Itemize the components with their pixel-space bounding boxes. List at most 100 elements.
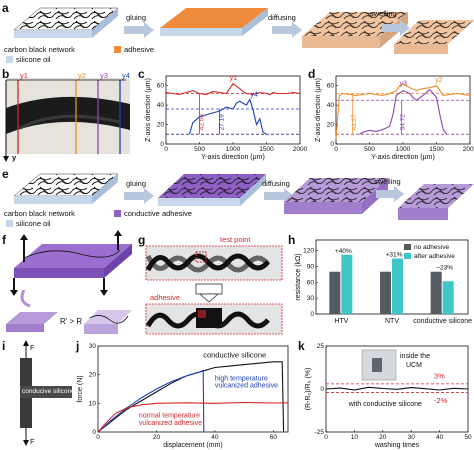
panel-label-h: h	[288, 233, 296, 247]
y-tick-label: 40	[327, 102, 335, 109]
annot-34-72: 34.72	[399, 114, 406, 131]
x-axis-label: Y-axis direction (μm)	[371, 154, 435, 161]
slab-e1	[13, 173, 119, 204]
slab-a1	[13, 7, 119, 38]
legend-adhesive-a: adhesive	[124, 45, 155, 54]
legend-conductive-adhesive-e: conductive adhesive	[124, 209, 192, 218]
y-axis-label: Z-axis direction (μm)	[315, 78, 322, 142]
panel-i: i F F silicone conducive silicone silico…	[0, 339, 75, 450]
label-y4: y4	[122, 71, 130, 80]
y-tick-label: 40	[157, 102, 165, 109]
label-y2: y2	[78, 71, 86, 80]
panel-label-j: j	[76, 339, 80, 353]
x-tick-label: 40	[436, 434, 444, 441]
panel-label-f: f	[2, 233, 6, 247]
x-tick-label: 0	[324, 434, 328, 441]
panel-a: a	[0, 0, 474, 68]
bar-htv-0	[329, 271, 341, 314]
category-label: conductive silicone	[413, 318, 472, 325]
adhesive-swatch	[114, 46, 121, 53]
layer-silicone-top: silicone	[36, 380, 58, 387]
panel-e: e glui	[0, 166, 474, 232]
label-y3: y3	[100, 71, 108, 80]
slab-a2	[160, 8, 268, 36]
annot-42-59: 42.59	[199, 114, 206, 131]
y-tick-label: 90	[307, 263, 315, 270]
curve-label-conductive: conductive silicone	[203, 350, 266, 359]
panel-label-b: b	[2, 67, 10, 81]
x-tick-label: 40	[211, 434, 219, 441]
label-test-point: test point	[220, 235, 251, 244]
x-tick-label: 1500	[429, 146, 444, 153]
label-3-percent: 3%	[434, 372, 445, 381]
plot-frame	[165, 75, 301, 145]
y-axis-label: resistance (kΩ)	[295, 253, 302, 300]
slab-e2	[158, 174, 266, 206]
series-line-with-conductive-silicone	[325, 386, 469, 391]
y-tick-label: 20	[327, 122, 335, 129]
label-adhesive-g: adhesive	[150, 293, 181, 302]
step-swelling-e: swelling	[374, 177, 401, 186]
curve-label-k: with conductive silicone	[348, 401, 422, 408]
label-y-axis: y	[12, 153, 17, 162]
legend-no-adhesive: no adhesive	[414, 244, 449, 251]
y-tick-label: 60	[307, 279, 315, 286]
series-line-y3	[359, 88, 448, 135]
y-tick-label: -25	[315, 429, 325, 436]
curve-label-htv-2: vulcanized adhesive	[215, 383, 278, 390]
legend-swatch-after-adhesive	[404, 253, 411, 259]
silicone-oil-swatch-e	[6, 220, 13, 227]
bar-htv-1	[341, 254, 353, 314]
chart-d: 0 500 1000 1500 2000 0 20 40 60 Y-axis direction …	[315, 75, 474, 161]
series-line-normal-temperature-vulcanized-adhesive	[97, 401, 289, 433]
slab-a3	[302, 12, 408, 48]
chart-h: 0 30 60 90 120 HTV +40% NTV +31% conductive silic…	[295, 239, 472, 325]
inset-label-1: inside the	[400, 353, 430, 360]
x-tick-label: 2000	[463, 146, 474, 153]
step-diffusing-a: diffusing	[268, 13, 296, 22]
legend-after-adhesive: after adhesive	[414, 253, 455, 260]
step-gluing-e: gluing	[126, 179, 147, 188]
x-tick-label: 20	[379, 434, 387, 441]
x-tick-label: 50	[464, 434, 472, 441]
bar-ntv-0	[380, 271, 391, 314]
x-axis-label: washing times	[374, 442, 420, 449]
panel-h: h 0 30 60 90 120 HTV +40% NTV +31% conductive sil…	[286, 232, 474, 336]
y-tick-label: 0	[160, 141, 164, 148]
y-axis-label: Z-axis direction (μm)	[145, 78, 152, 142]
slab-a4	[394, 20, 474, 54]
x-tick-label: 2000	[293, 146, 308, 153]
panel-label-i: i	[2, 339, 6, 353]
annot-41-27: 41.27	[351, 114, 358, 131]
curve-label-ntv-2: vulcanized adhesive	[139, 420, 202, 427]
annot-y4: y4	[250, 91, 257, 98]
panel-i-diagram	[20, 340, 72, 446]
conductive-adhesive-swatch	[114, 210, 121, 217]
bar-ntv-1	[392, 258, 403, 314]
x-tick-label: 0	[164, 146, 168, 153]
category-label: HTV	[334, 318, 348, 325]
panel-label-g: g	[138, 233, 146, 247]
chart-j: 0 20 40 60 0 10 20 30 displacement (mm) force (N)…	[77, 343, 289, 449]
step-swelling-a: swelling	[370, 9, 397, 18]
series-line-y2	[335, 83, 471, 140]
relation-r: R' > R	[60, 317, 83, 326]
silicone-oil-swatch	[6, 56, 13, 63]
slab-e3	[284, 178, 388, 214]
panel-label-d: d	[308, 67, 316, 81]
y-tick-label: 20	[157, 122, 165, 129]
x-tick-label: 500	[364, 146, 375, 153]
panel-a-diagram	[13, 7, 474, 54]
panel-label-c: c	[138, 67, 145, 81]
step-diffusing-e: diffusing	[262, 179, 290, 188]
chart-c: 0 500 1000 1500 2000 0 20 40 60 Y-axis direction …	[145, 75, 308, 161]
x-tick-label: 1500	[259, 146, 274, 153]
series-line-y4	[188, 97, 267, 135]
y-tick-label: 25	[317, 343, 325, 350]
pct-label: +40%	[335, 248, 352, 255]
legend-cb-network-e: carbon black network	[4, 209, 75, 218]
x-tick-label: 60	[270, 434, 278, 441]
annot-y3: y3	[400, 81, 408, 88]
panel-g: g test point adhesive	[136, 232, 284, 336]
